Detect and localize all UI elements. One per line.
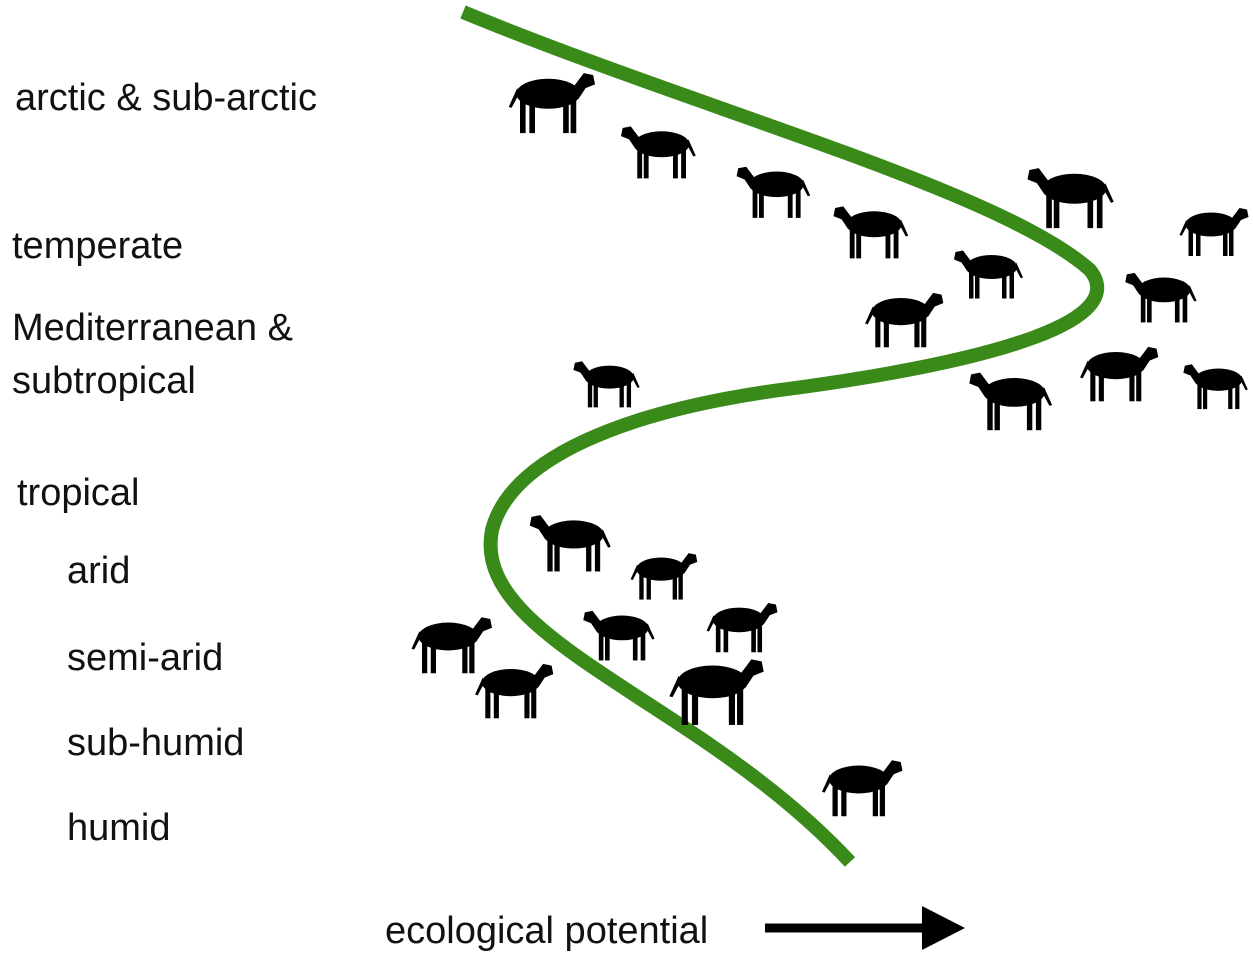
animal-silhouette bbox=[631, 553, 698, 599]
animal-silhouette bbox=[1080, 347, 1158, 401]
zone-label: tropical bbox=[17, 472, 140, 514]
animal-silhouette bbox=[1183, 364, 1247, 409]
animal-silhouette bbox=[621, 126, 696, 178]
animal-silhouette bbox=[1125, 273, 1196, 323]
animal-silhouette bbox=[737, 167, 811, 218]
zone-label: semi-arid bbox=[67, 637, 223, 679]
axis-arrow-head bbox=[922, 906, 965, 950]
animal-silhouette bbox=[583, 611, 654, 661]
zone-label: sub-humid bbox=[67, 722, 244, 764]
animal-silhouette bbox=[1180, 208, 1249, 256]
page: arctic & sub-arctic temperate Mediterran… bbox=[0, 0, 1253, 958]
animal-silhouette bbox=[822, 760, 903, 816]
animal-silhouette bbox=[954, 251, 1023, 299]
animal-silhouette bbox=[707, 603, 778, 652]
axis-label: ecological potential bbox=[385, 910, 708, 952]
animal-silhouette bbox=[475, 664, 553, 718]
zone-label: Mediterranean & bbox=[12, 307, 293, 349]
animal-silhouette bbox=[573, 361, 639, 407]
zone-label: humid bbox=[67, 807, 171, 849]
zone-label: temperate bbox=[12, 225, 183, 267]
zone-label: arctic & sub-arctic bbox=[15, 77, 317, 119]
diagram: arctic & sub-arctic temperate Mediterran… bbox=[0, 0, 1253, 958]
animal-silhouette bbox=[1028, 168, 1114, 228]
animal-silhouette bbox=[834, 206, 909, 258]
animal-silhouette bbox=[530, 515, 611, 571]
animal-silhouette bbox=[969, 373, 1052, 431]
animal-silhouette bbox=[412, 617, 493, 673]
animal-silhouette bbox=[865, 293, 943, 347]
zone-label: arid bbox=[67, 550, 130, 592]
animal-silhouette bbox=[509, 73, 595, 133]
animal-silhouette bbox=[669, 659, 763, 725]
zone-label: subtropical bbox=[12, 360, 196, 402]
niche-curve bbox=[463, 12, 1097, 862]
animal-silhouettes bbox=[412, 73, 1249, 816]
